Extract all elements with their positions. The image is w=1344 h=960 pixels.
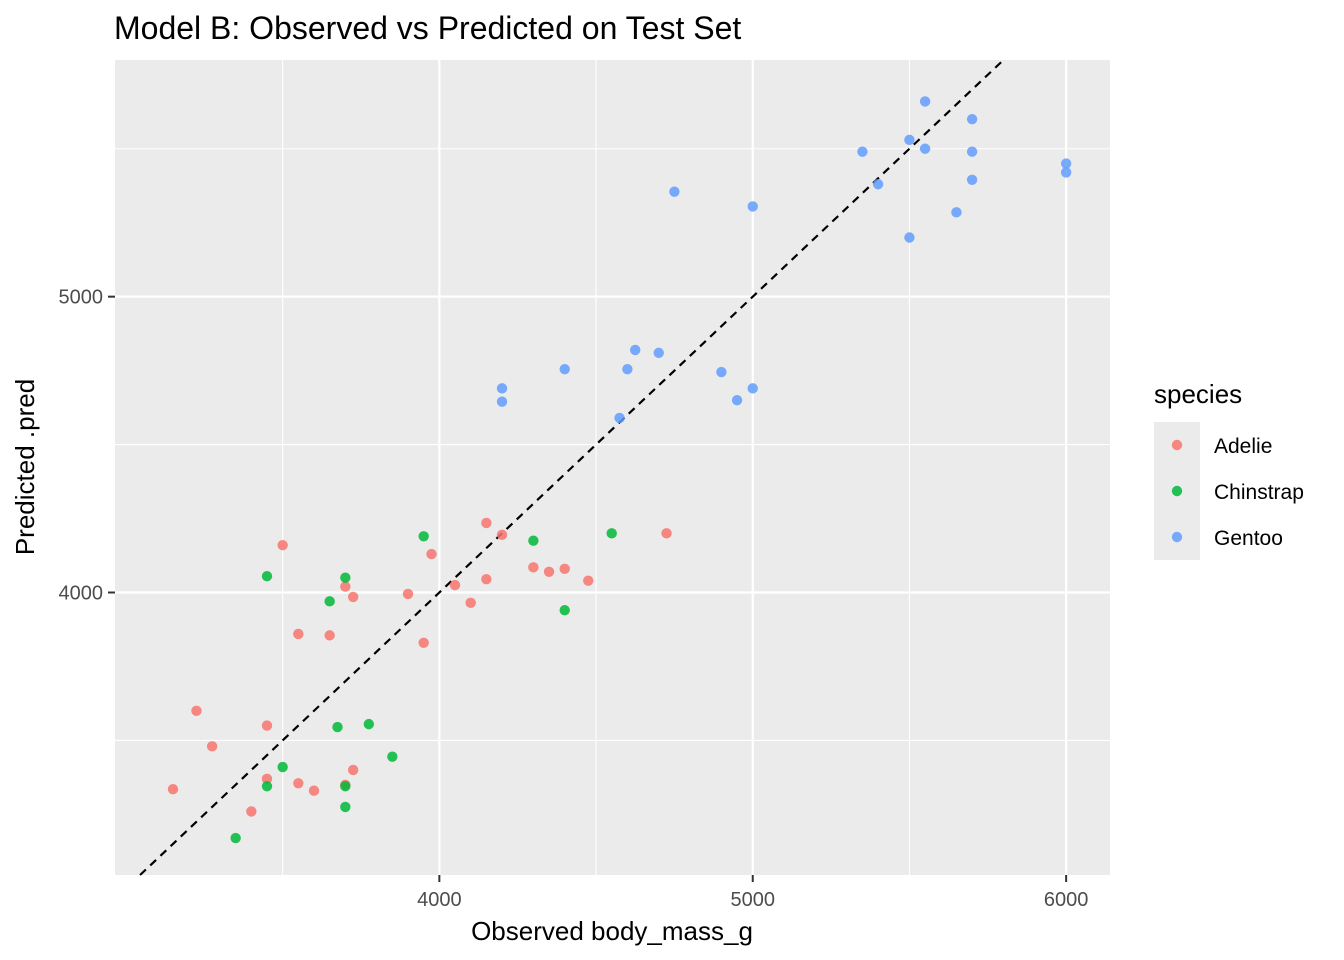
point-adelie bbox=[293, 778, 304, 789]
point-adelie bbox=[528, 562, 539, 573]
point-gentoo bbox=[966, 174, 978, 186]
point-gentoo bbox=[966, 146, 978, 157]
point-adelie bbox=[261, 720, 273, 731]
point-gentoo bbox=[966, 113, 978, 125]
point-gentoo bbox=[669, 186, 680, 197]
point-gentoo bbox=[731, 394, 743, 406]
reference-line bbox=[139, 59, 1005, 876]
point-chinstrap bbox=[363, 718, 375, 730]
point-chinstrap bbox=[340, 801, 351, 813]
legend-label-gentoo: Gentoo bbox=[1214, 527, 1283, 550]
point-adelie bbox=[347, 764, 359, 776]
point-gentoo bbox=[559, 363, 570, 375]
point-adelie bbox=[496, 529, 508, 541]
point-gentoo bbox=[951, 207, 962, 218]
point-chinstrap bbox=[606, 528, 617, 539]
point-gentoo bbox=[857, 146, 868, 157]
point-adelie bbox=[402, 588, 414, 600]
point-adelie bbox=[583, 575, 594, 586]
point-adelie bbox=[293, 628, 304, 640]
legend-swatch-chinstrap bbox=[1171, 485, 1183, 497]
point-chinstrap bbox=[332, 721, 343, 733]
point-chinstrap bbox=[559, 605, 570, 616]
point-gentoo bbox=[747, 383, 758, 394]
data-points bbox=[167, 96, 1072, 844]
point-gentoo bbox=[919, 143, 931, 154]
point-adelie bbox=[543, 566, 555, 577]
point-adelie bbox=[426, 548, 437, 560]
point-chinstrap bbox=[418, 531, 429, 542]
point-gentoo bbox=[904, 134, 915, 146]
point-adelie bbox=[481, 517, 492, 529]
point-chinstrap bbox=[387, 751, 398, 762]
point-adelie bbox=[206, 741, 218, 752]
legend-label-chinstrap: Chinstrap bbox=[1214, 481, 1304, 504]
x-tick-label: 5000 bbox=[730, 889, 775, 911]
point-gentoo bbox=[1060, 158, 1072, 169]
point-adelie bbox=[347, 591, 359, 603]
legend-swatch-gentoo bbox=[1171, 531, 1183, 543]
point-gentoo bbox=[1060, 167, 1072, 178]
point-gentoo bbox=[614, 412, 625, 424]
x-tick-label: 4000 bbox=[417, 889, 462, 911]
point-chinstrap bbox=[340, 572, 351, 583]
y-tick-label: 5000 bbox=[59, 287, 104, 309]
legend-label-adelie: Adelie bbox=[1214, 435, 1272, 458]
point-adelie bbox=[167, 784, 179, 795]
legend-title: species bbox=[1154, 379, 1242, 409]
point-adelie bbox=[449, 579, 461, 591]
point-chinstrap bbox=[324, 596, 335, 607]
point-gentoo bbox=[872, 179, 884, 190]
axes: 4000 5000 6000 4000 5000 bbox=[59, 287, 1089, 911]
point-gentoo bbox=[630, 344, 641, 356]
point-adelie bbox=[308, 785, 320, 796]
point-gentoo bbox=[919, 96, 931, 107]
point-adelie bbox=[246, 806, 257, 817]
identity-dashed-line bbox=[139, 59, 1005, 876]
point-adelie bbox=[418, 637, 429, 648]
point-adelie bbox=[481, 573, 492, 585]
point-adelie bbox=[661, 528, 672, 539]
point-gentoo bbox=[747, 201, 758, 212]
point-gentoo bbox=[496, 396, 508, 407]
point-adelie bbox=[465, 597, 476, 609]
legend-swatch-adelie bbox=[1171, 439, 1183, 451]
major-gridlines bbox=[115, 60, 1110, 875]
point-chinstrap bbox=[261, 781, 273, 792]
x-axis-title: Observed body_mass_g bbox=[471, 916, 753, 946]
point-chinstrap bbox=[528, 535, 539, 546]
plot-panel bbox=[115, 60, 1110, 875]
point-gentoo bbox=[904, 232, 915, 243]
point-chinstrap bbox=[277, 761, 288, 773]
legend: species Adelie Chinstrap Gentoo bbox=[1154, 379, 1304, 560]
chart-title: Model B: Observed vs Predicted on Test S… bbox=[114, 10, 741, 46]
point-gentoo bbox=[622, 363, 633, 375]
point-chinstrap bbox=[230, 832, 241, 844]
point-gentoo bbox=[496, 383, 508, 394]
y-axis-title: Predicted .pred bbox=[10, 379, 40, 555]
point-adelie bbox=[277, 539, 288, 551]
point-adelie bbox=[324, 630, 335, 641]
x-tick-label: 6000 bbox=[1044, 889, 1089, 911]
point-gentoo bbox=[653, 347, 664, 359]
point-adelie bbox=[191, 705, 202, 717]
point-adelie bbox=[559, 563, 570, 575]
point-gentoo bbox=[716, 366, 727, 378]
y-tick-label: 4000 bbox=[59, 582, 104, 604]
point-chinstrap bbox=[340, 781, 351, 792]
point-adelie bbox=[340, 581, 351, 592]
point-chinstrap bbox=[261, 571, 273, 582]
point-adelie bbox=[261, 773, 273, 785]
